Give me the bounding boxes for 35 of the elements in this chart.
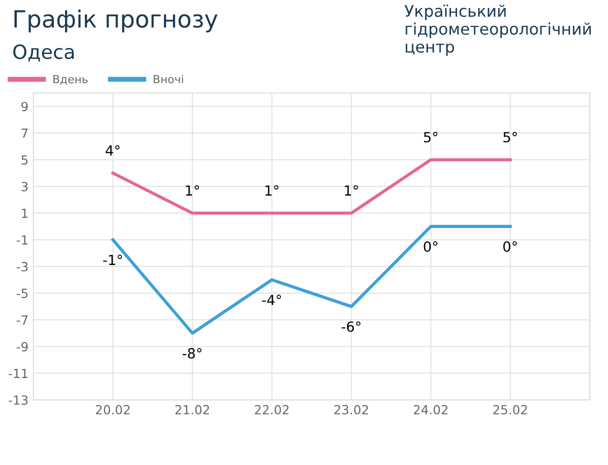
data-label: 5° bbox=[503, 132, 517, 142]
data-label: 0° bbox=[424, 241, 438, 252]
data-label: 5° bbox=[424, 132, 438, 142]
x-tick-label: 21.02 bbox=[175, 404, 210, 414]
x-tick-label: 22.02 bbox=[254, 404, 289, 414]
data-label: -8° bbox=[182, 348, 202, 359]
y-tick-label: -11 bbox=[8, 368, 28, 378]
data-label: 1° bbox=[186, 185, 199, 196]
data-label: -6° bbox=[342, 321, 360, 332]
y-tick-label: -5 bbox=[16, 288, 28, 298]
y-tick-label: 7 bbox=[22, 128, 28, 138]
data-label: -1° bbox=[103, 254, 122, 265]
legend-label: Вдень bbox=[53, 75, 88, 85]
x-tick-label: 25.02 bbox=[493, 404, 527, 414]
chart-subtitle: Одеса bbox=[13, 44, 74, 62]
data-label: 1° bbox=[266, 185, 278, 196]
chart-title: Графік прогнозу bbox=[14, 10, 218, 32]
y-tick-label: 1 bbox=[22, 208, 28, 218]
data-label: 1° bbox=[344, 185, 358, 196]
data-label: 0° bbox=[503, 241, 517, 252]
y-tick-label: 3 bbox=[22, 182, 28, 192]
x-tick-label: 24.02 bbox=[414, 404, 448, 414]
x-tick-label: 23.02 bbox=[334, 404, 368, 414]
y-tick-label: -3 bbox=[16, 262, 28, 272]
data-label: 4° bbox=[106, 145, 120, 156]
y-tick-label: -9 bbox=[16, 342, 28, 352]
y-tick-label: 5 bbox=[22, 155, 28, 165]
y-tick-label: -7 bbox=[16, 315, 28, 325]
text: Український гідрометеорологічний центр bbox=[404, 4, 591, 56]
x-tick-label: 20.02 bbox=[96, 404, 130, 414]
y-tick-label: -1 bbox=[16, 235, 28, 245]
data-label: -4° bbox=[262, 294, 281, 305]
y-tick-label: -13 bbox=[8, 395, 28, 405]
y-tick-label: 9 bbox=[21, 102, 28, 112]
legend-label: Вночі bbox=[154, 74, 183, 84]
